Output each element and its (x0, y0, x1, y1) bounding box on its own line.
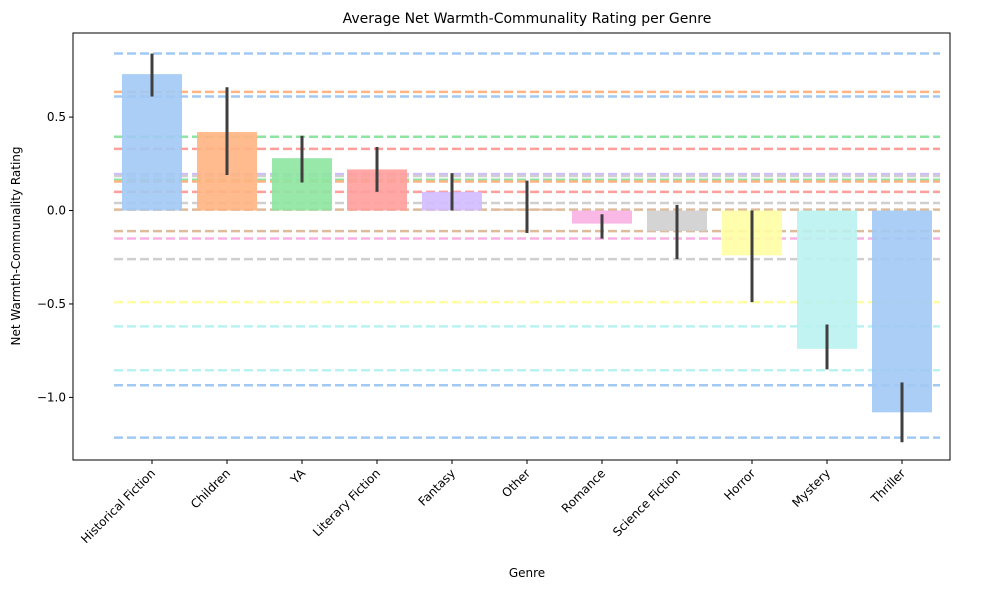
bar-0 (122, 74, 182, 211)
x-axis-title: Genre (509, 566, 545, 580)
error-bars (150, 53, 904, 443)
y-tick-label-3: −1.0 (37, 390, 66, 404)
y-axis-title: Net Warmth-Communality Rating (9, 146, 23, 345)
y-tick-label-1: 0.0 (47, 204, 66, 218)
y-axis-ticks: 0.5 0.0 −0.5 −1.0 (37, 110, 73, 404)
y-tick-label-0: 0.5 (47, 110, 66, 124)
y-tick-label-2: −0.5 (37, 297, 66, 311)
bar-10 (872, 210, 932, 413)
chart-title: Average Net Warmth-Communality Rating pe… (343, 11, 712, 27)
plot-frame (72, 32, 951, 461)
